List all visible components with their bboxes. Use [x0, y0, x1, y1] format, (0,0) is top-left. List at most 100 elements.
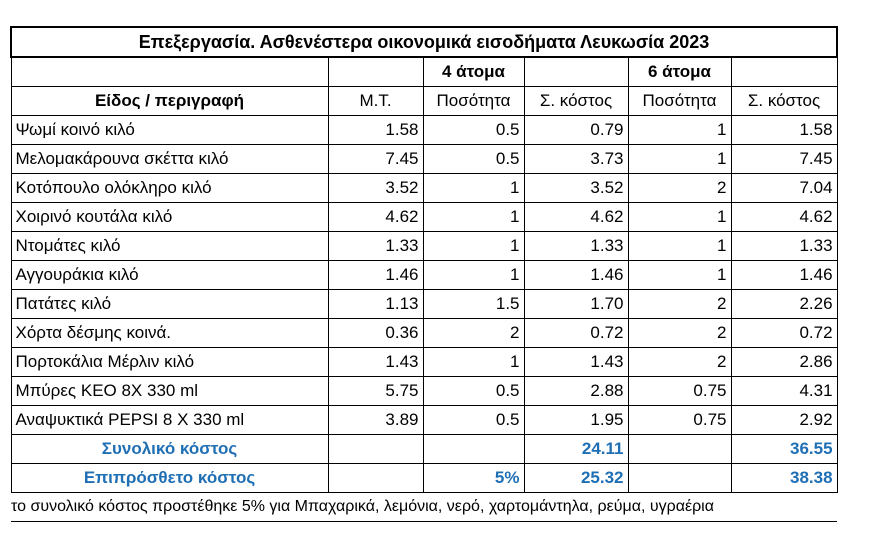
value-cell: 1.33: [523, 231, 629, 261]
item-name: Μελομακάρουνα σκέττα κιλό: [10, 144, 329, 174]
value-cell: 0.5: [422, 405, 525, 435]
column-header: Σ. κόστος: [523, 86, 629, 116]
value-cell: 1: [627, 260, 732, 290]
value-cell: 1.33: [730, 231, 838, 261]
value-cell: 0.36: [327, 318, 424, 348]
value-cell: 3.52: [523, 173, 629, 203]
empty-cell: [627, 463, 732, 493]
table-title: Επεξεργασία. Ασθενέστερα οικονομικά εισο…: [9, 26, 839, 58]
item-name: Ψωμί κοινό κιλό: [10, 115, 329, 145]
value-cell: 4.62: [730, 202, 838, 232]
value-cell: 1: [422, 231, 525, 261]
group-row: 4 άτομα 6 άτομα: [10, 56, 838, 87]
value-cell: 1: [627, 144, 732, 174]
empty-cell: [327, 463, 424, 493]
value-cell: 0.75: [627, 405, 732, 435]
column-header-row: Είδος / περιγραφή Μ.Τ. Ποσότητα Σ. κόστο…: [10, 86, 838, 116]
item-name: Πορτοκάλια Μέρλιν κιλό: [10, 347, 329, 377]
value-cell: 2: [422, 318, 525, 348]
value-cell: 0.72: [523, 318, 629, 348]
cost-table: Επεξεργασία. Ασθενέστερα οικονομικά εισο…: [9, 26, 839, 522]
extra-label: Επιπρόσθετο κόστος: [10, 463, 329, 493]
item-row: Πορτοκάλια Μέρλιν κιλό 1.43 1 1.43 2 2.86: [10, 347, 838, 377]
item-name: Χοιρινό κουτάλα κιλό: [10, 202, 329, 232]
item-row: Μελομακάρουνα σκέττα κιλό 7.45 0.5 3.73 1 7.4…: [10, 144, 838, 174]
value-cell: 0.75: [627, 376, 732, 406]
item-name: Αναψυκτικά PEPSI 8 X 330 ml: [10, 405, 329, 435]
empty-cell: [523, 56, 629, 87]
note: το συνολικό κόστος προστέθηκε 5% για Μπα…: [11, 492, 838, 522]
empty-cell: [627, 434, 732, 464]
empty-cell: [327, 56, 424, 87]
value-cell: 2: [627, 289, 732, 319]
value-cell: 2: [627, 347, 732, 377]
value-cell: 7.04: [730, 173, 838, 203]
item-name: Κοτόπουλο ολόκληρο κιλό: [10, 173, 329, 203]
value-cell: 1.43: [327, 347, 424, 377]
value-cell: 2: [627, 318, 732, 348]
extra-cost: 25.32: [523, 463, 629, 493]
column-header: Σ. κόστος: [730, 86, 838, 116]
value-cell: 0.5: [422, 144, 525, 174]
value-cell: 1.33: [327, 231, 424, 261]
item-row: Κοτόπουλο ολόκληρο κιλό 3.52 1 3.52 2 7.04: [10, 173, 838, 203]
value-cell: 1.70: [523, 289, 629, 319]
value-cell: 4.62: [523, 202, 629, 232]
sheet: Επεξεργασία. Ασθενέστερα οικονομικά εισο…: [9, 26, 839, 522]
value-cell: 7.45: [730, 144, 838, 174]
value-cell: 4.31: [730, 376, 838, 406]
value-cell: 0.5: [422, 376, 525, 406]
item-name: Μπύρες ΚΕΟ 8Χ 330 ml: [10, 376, 329, 406]
item-row: Ψωμί κοινό κιλό 1.58 0.5 0.79 1 1.58: [10, 115, 838, 145]
extra-rate: 5%: [422, 463, 525, 493]
value-cell: 1: [627, 202, 732, 232]
item-row: Πατάτες κιλό 1.13 1.5 1.70 2 2.26: [10, 289, 838, 319]
value-cell: 2: [627, 173, 732, 203]
value-cell: 1.58: [327, 115, 424, 145]
value-cell: 1.95: [523, 405, 629, 435]
column-header: Ποσότητα: [627, 86, 732, 116]
value-cell: 7.45: [327, 144, 424, 174]
total-label: Συνολικό κόστος: [10, 434, 329, 464]
item-row: Αγγουράκια κιλό 1.46 1 1.46 1 1.46: [10, 260, 838, 290]
total-row: Συνολικό κόστος 24.11 36.55: [10, 434, 838, 464]
note-row: το συνολικό κόστος προστέθηκε 5% για Μπα…: [11, 492, 838, 522]
value-cell: 0.5: [422, 115, 525, 145]
group-header: 4 άτομα: [422, 56, 525, 87]
item-row: Χοιρινό κουτάλα κιλό 4.62 1 4.62 1 4.62: [10, 202, 838, 232]
value-cell: 3.52: [327, 173, 424, 203]
value-cell: 1: [422, 347, 525, 377]
value-cell: 1.46: [327, 260, 424, 290]
empty-cell: [422, 434, 525, 464]
item-name: Πατάτες κιλό: [10, 289, 329, 319]
value-cell: 5.75: [327, 376, 424, 406]
value-cell: 1.13: [327, 289, 424, 319]
value-cell: 1: [627, 231, 732, 261]
value-cell: 2.92: [730, 405, 838, 435]
value-cell: 2.86: [730, 347, 838, 377]
value-cell: 1.5: [422, 289, 525, 319]
item-name: Ντομάτες κιλό: [10, 231, 329, 261]
value-cell: 1: [422, 173, 525, 203]
extra-cost: 38.38: [730, 463, 838, 493]
value-cell: 1: [422, 260, 525, 290]
value-cell: 2.26: [730, 289, 838, 319]
title-row: Επεξεργασία. Ασθενέστερα οικονομικά εισο…: [9, 26, 839, 58]
item-row: Αναψυκτικά PEPSI 8 X 330 ml 3.89 0.5 1.95 0.…: [10, 405, 838, 435]
value-cell: 2.88: [523, 376, 629, 406]
value-cell: 0.79: [523, 115, 629, 145]
column-header: Είδος / περιγραφή: [10, 86, 329, 116]
value-cell: 3.73: [523, 144, 629, 174]
value-cell: 3.89: [327, 405, 424, 435]
column-header: Μ.Τ.: [327, 86, 424, 116]
item-name: Χόρτα δέσμης κοινά.: [10, 318, 329, 348]
value-cell: 1.43: [523, 347, 629, 377]
total-cost: 24.11: [523, 434, 629, 464]
total-cost: 36.55: [730, 434, 838, 464]
value-cell: 1.46: [523, 260, 629, 290]
value-cell: 0.72: [730, 318, 838, 348]
column-header: Ποσότητα: [422, 86, 525, 116]
item-row: Μπύρες ΚΕΟ 8Χ 330 ml 5.75 0.5 2.88 0.75 4.31: [10, 376, 838, 406]
empty-cell: [327, 434, 424, 464]
